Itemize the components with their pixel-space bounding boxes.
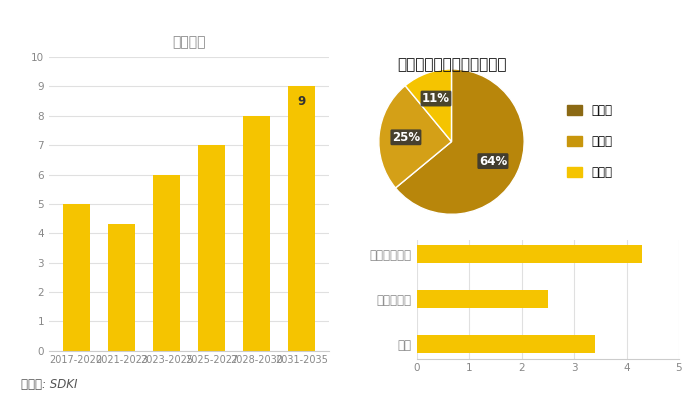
Bar	[288, 87, 316, 351]
Text: 11%: 11%	[422, 92, 450, 105]
Bar	[416, 245, 643, 263]
Text: 64%: 64%	[479, 154, 507, 167]
Bar	[108, 225, 135, 351]
Text: 25%: 25%	[392, 131, 420, 144]
Text: ソース: SDKI: ソース: SDKI	[21, 378, 78, 391]
Text: エンドユーザーセグメント: エンドユーザーセグメント	[397, 57, 506, 72]
Wedge shape	[395, 69, 524, 214]
Wedge shape	[379, 85, 452, 188]
Wedge shape	[405, 69, 452, 141]
Bar	[153, 175, 180, 351]
Text: 9: 9	[298, 95, 306, 108]
Bar	[243, 116, 270, 351]
Legend: 自動車, 航空機, マリン: 自動車, 航空機, マリン	[563, 100, 617, 184]
Bar	[416, 290, 547, 308]
Bar	[62, 204, 90, 351]
Bar	[416, 335, 595, 353]
Title: 市場成長: 市場成長	[172, 35, 206, 49]
Text: 内燃機関（ディーゼル）市場 - レポートの調査結果: 内燃機関（ディーゼル）市場 - レポートの調査結果	[222, 14, 478, 32]
Bar	[198, 145, 225, 351]
